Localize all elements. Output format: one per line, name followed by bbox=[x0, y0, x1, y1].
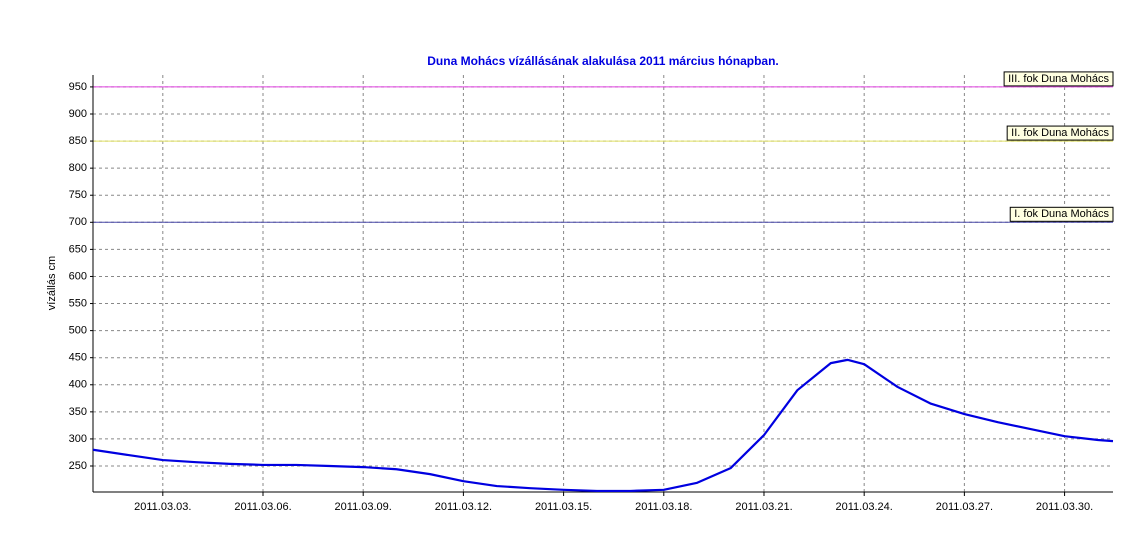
y-tick-label: 500 bbox=[69, 325, 87, 337]
x-tick-label: 2011.03.12. bbox=[435, 501, 492, 513]
x-tick-label: 2011.03.15. bbox=[535, 501, 592, 513]
x-tick-label: 2011.03.30. bbox=[1036, 501, 1093, 513]
threshold-label-box bbox=[1006, 125, 1114, 141]
x-tick-label: 2011.03.09. bbox=[335, 501, 392, 513]
y-axis-label: vízállás cm bbox=[46, 256, 58, 310]
y-tick-label: 900 bbox=[69, 108, 87, 120]
y-tick-label: 750 bbox=[69, 189, 87, 201]
threshold-label-box bbox=[1009, 206, 1114, 222]
data-line bbox=[92, 358, 1114, 493]
threshold-label: III. fok Duna Mohács bbox=[1008, 73, 1109, 85]
threshold-label: I. fok Duna Mohács bbox=[1014, 208, 1109, 220]
y-tick-label: 600 bbox=[69, 270, 87, 282]
y-tick-label: 400 bbox=[69, 379, 87, 391]
y-tick-label: 350 bbox=[69, 406, 87, 418]
x-tick-label: 2011.03.21. bbox=[735, 501, 792, 513]
y-tick-label: 250 bbox=[69, 460, 87, 472]
threshold-label: II. fok Duna Mohács bbox=[1011, 127, 1109, 139]
x-tick-label: 2011.03.18. bbox=[635, 501, 692, 513]
chart-title: Duna Mohács vízállásának alakulása 2011 … bbox=[427, 54, 779, 68]
threshold-label-box bbox=[1003, 71, 1114, 87]
y-tick-label: 650 bbox=[69, 243, 87, 255]
x-tick-label: 2011.03.24. bbox=[836, 501, 893, 513]
y-tick-label: 850 bbox=[69, 135, 87, 147]
x-tick-label: 2011.03.27. bbox=[936, 501, 993, 513]
x-tick-label: 2011.03.06. bbox=[234, 501, 291, 513]
y-tick-label: 450 bbox=[69, 352, 87, 364]
y-tick-label: 550 bbox=[69, 297, 87, 309]
x-tick-label: 2011.03.03. bbox=[134, 501, 191, 513]
y-tick-label: 950 bbox=[69, 81, 87, 93]
y-tick-label: 700 bbox=[69, 216, 87, 228]
y-tick-label: 800 bbox=[69, 162, 87, 174]
y-tick-label: 300 bbox=[69, 433, 87, 445]
